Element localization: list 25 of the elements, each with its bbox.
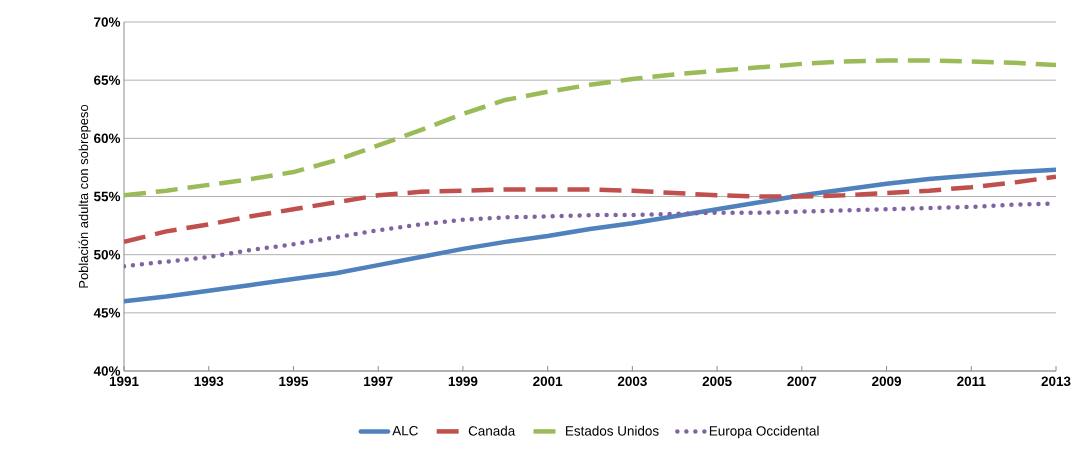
legend-label: Canada — [468, 425, 516, 436]
y-tick-label: 60% — [94, 133, 121, 144]
x-tick-label: 1995 — [279, 376, 309, 387]
y-tick-label: 65% — [94, 75, 121, 85]
legend-label: Estados Unidos — [566, 425, 659, 436]
y-axis-title: Población adulta con sobrepeso — [78, 104, 91, 288]
y-tick-label: 50% — [93, 249, 121, 260]
x-tick-label: 1999 — [448, 376, 478, 387]
x-tick-label: 2009 — [872, 376, 902, 387]
y-tick-label: 70% — [94, 17, 121, 27]
y-tick-label: 45% — [93, 308, 121, 318]
x-tick-label: 2003 — [617, 376, 647, 387]
x-tick-label: 2013 — [1041, 376, 1071, 387]
x-tick-label: 2005 — [702, 376, 732, 387]
y-tick-label: 40% — [93, 366, 121, 376]
x-tick-label: 2007 — [787, 376, 817, 387]
legend-label: ALC — [392, 425, 418, 436]
x-tick-label: 1993 — [194, 376, 224, 387]
x-tick-label: 2011 — [957, 376, 986, 387]
legend-label: Europa Occidental — [709, 425, 819, 439]
x-tick-label: 1997 — [364, 376, 393, 387]
line-series — [124, 58, 1057, 198]
x-tick-label: 2001 — [533, 376, 563, 387]
y-tick-label: 55% — [93, 191, 121, 202]
x-tick-label: 1991 — [109, 376, 139, 387]
